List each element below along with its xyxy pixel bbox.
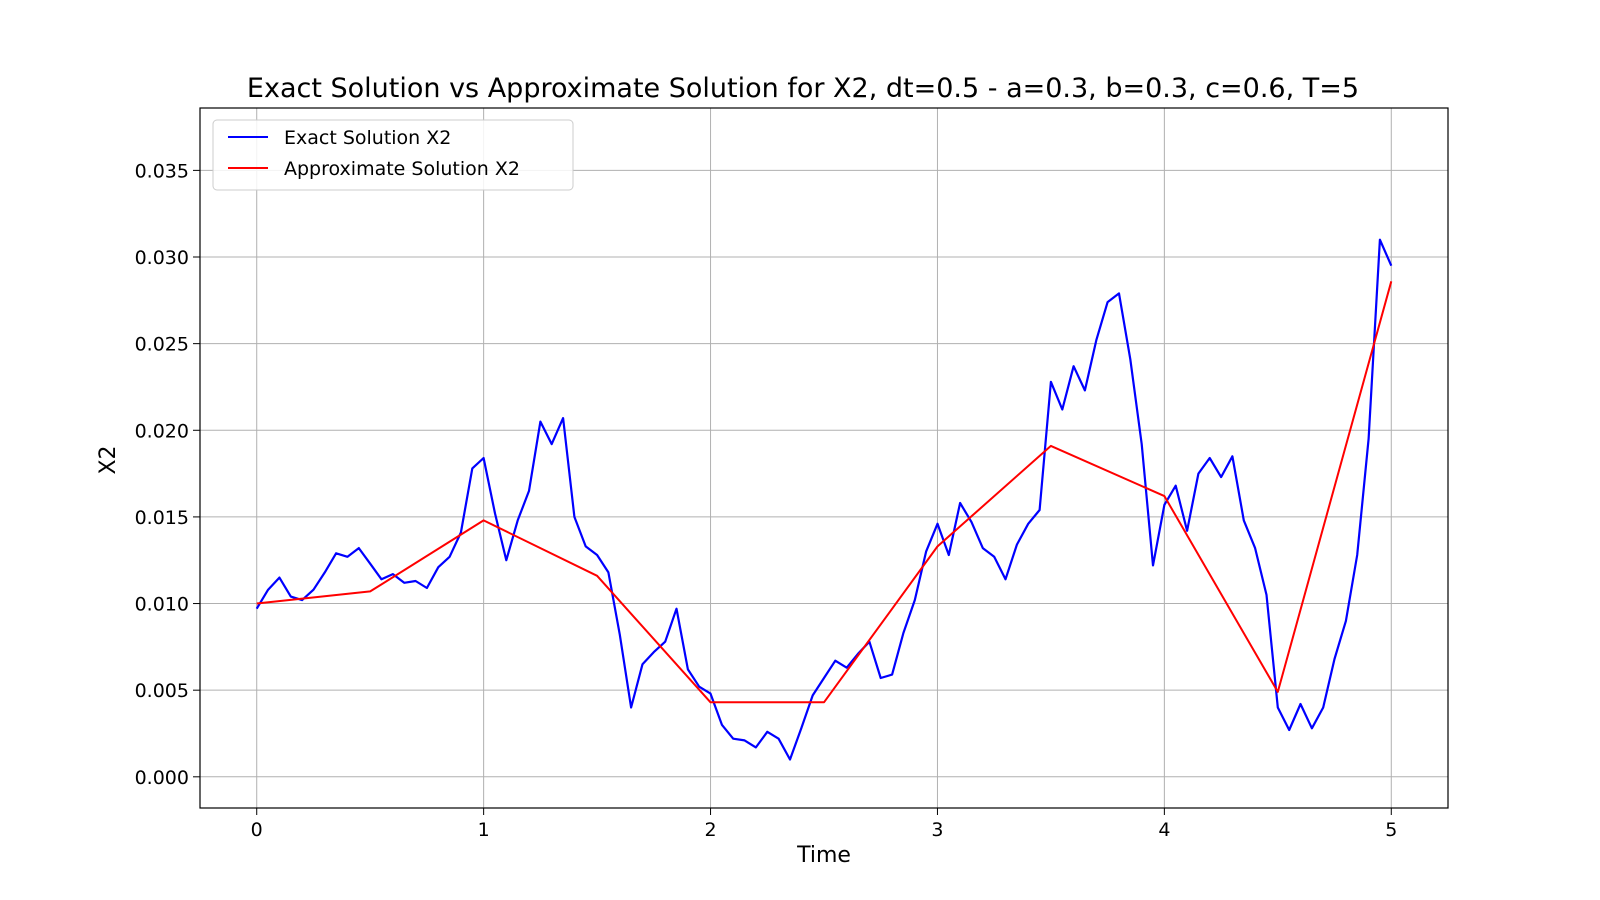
x-tick-label: 0 (251, 819, 263, 841)
y-tick-label: 0.020 (135, 420, 189, 442)
y-tick-label: 0.035 (135, 160, 189, 182)
x-tick-label: 2 (704, 819, 716, 841)
x-axis-ticks: 0 1 2 3 4 5 (251, 808, 1397, 841)
legend-label-approximate: Approximate Solution X2 (284, 158, 520, 180)
y-tick-label: 0.025 (135, 334, 189, 356)
legend-label-exact: Exact Solution X2 (284, 127, 451, 149)
y-tick-label: 0.030 (135, 247, 189, 269)
legend: Exact Solution X2 Approximate Solution X… (212, 119, 574, 191)
x-tick-label: 5 (1385, 819, 1397, 841)
y-tick-label: 0.010 (135, 594, 189, 616)
y-tick-label: 0.005 (135, 680, 189, 702)
y-tick-label: 0.015 (135, 507, 189, 529)
plot-frame (199, 107, 1449, 809)
x-axis-label: Time (796, 843, 851, 868)
y-tick-label: 0.000 (135, 767, 189, 789)
chart-title: Exact Solution vs Approximate Solution f… (247, 73, 1359, 104)
legend-box (212, 119, 574, 191)
x-tick-label: 1 (478, 819, 490, 841)
y-axis-label: X2 (96, 445, 121, 474)
x-tick-label: 3 (931, 819, 943, 841)
plot-series (255, 238, 1393, 761)
x-tick-label: 4 (1158, 819, 1170, 841)
y-axis-ticks: 0.000 0.005 0.010 0.015 0.020 0.025 0.030 0.035 (135, 160, 200, 789)
grid (200, 108, 1448, 808)
series-line-approximate (256, 281, 1393, 704)
series-line-exact (255, 238, 1393, 761)
